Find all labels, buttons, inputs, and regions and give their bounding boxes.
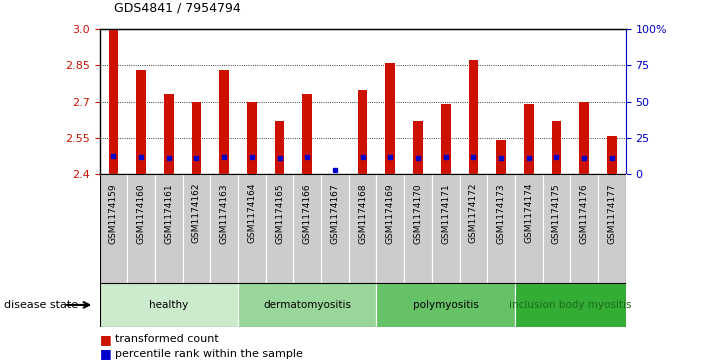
Text: GSM1174176: GSM1174176 (579, 183, 589, 244)
Bar (321, 174, 349, 283)
Bar (432, 174, 459, 283)
Text: healthy: healthy (149, 300, 188, 310)
Text: GSM1174177: GSM1174177 (607, 183, 616, 244)
Bar (469, 61, 479, 174)
Text: GSM1174159: GSM1174159 (109, 183, 118, 244)
Bar (210, 174, 238, 283)
Bar (127, 174, 155, 283)
Text: ■: ■ (100, 347, 112, 360)
Text: percentile rank within the sample: percentile rank within the sample (115, 349, 303, 359)
Bar (496, 140, 506, 174)
Text: dermatomyositis: dermatomyositis (263, 300, 351, 310)
Bar (515, 174, 542, 283)
Bar (100, 174, 127, 283)
Bar (598, 174, 626, 283)
Text: GSM1174163: GSM1174163 (220, 183, 229, 244)
Bar (155, 174, 183, 283)
Bar (183, 174, 210, 283)
Bar (358, 90, 368, 174)
Bar (579, 102, 589, 174)
Bar (238, 283, 376, 327)
Bar (441, 104, 451, 174)
Text: GSM1174165: GSM1174165 (275, 183, 284, 244)
Text: GSM1174166: GSM1174166 (303, 183, 311, 244)
Bar (413, 121, 423, 174)
Text: GSM1174173: GSM1174173 (496, 183, 506, 244)
Bar (376, 174, 404, 283)
Bar (294, 174, 321, 283)
Text: GSM1174160: GSM1174160 (137, 183, 146, 244)
Bar (109, 29, 118, 174)
Text: transformed count: transformed count (115, 334, 219, 344)
Bar (164, 94, 173, 174)
Bar (404, 174, 432, 283)
Bar (459, 174, 487, 283)
Bar (274, 121, 284, 174)
Bar (487, 174, 515, 283)
Text: GSM1174164: GSM1174164 (247, 183, 257, 244)
Text: polymyositis: polymyositis (413, 300, 479, 310)
Text: GSM1174161: GSM1174161 (164, 183, 173, 244)
Bar (247, 102, 257, 174)
Text: GSM1174174: GSM1174174 (524, 183, 533, 244)
Text: GSM1174169: GSM1174169 (386, 183, 395, 244)
Text: GSM1174162: GSM1174162 (192, 183, 201, 244)
Text: GDS4841 / 7954794: GDS4841 / 7954794 (114, 1, 240, 15)
Bar (385, 63, 395, 174)
Text: GSM1174167: GSM1174167 (331, 183, 339, 244)
Text: GSM1174170: GSM1174170 (414, 183, 422, 244)
Bar (552, 121, 561, 174)
Bar (100, 283, 238, 327)
Bar (515, 283, 626, 327)
Text: ■: ■ (100, 333, 112, 346)
Text: inclusion body myositis: inclusion body myositis (509, 300, 631, 310)
Bar (524, 104, 533, 174)
Text: GSM1174175: GSM1174175 (552, 183, 561, 244)
Bar (302, 94, 312, 174)
Bar (570, 174, 598, 283)
Bar (349, 174, 376, 283)
Text: GSM1174172: GSM1174172 (469, 183, 478, 244)
Text: GSM1174171: GSM1174171 (442, 183, 450, 244)
Text: disease state: disease state (4, 300, 77, 310)
Text: GSM1174168: GSM1174168 (358, 183, 367, 244)
Bar (266, 174, 294, 283)
Bar (607, 135, 616, 174)
Bar (376, 283, 515, 327)
Bar (137, 70, 146, 174)
Bar (192, 102, 201, 174)
Bar (238, 174, 266, 283)
Bar (219, 70, 229, 174)
Bar (542, 174, 570, 283)
